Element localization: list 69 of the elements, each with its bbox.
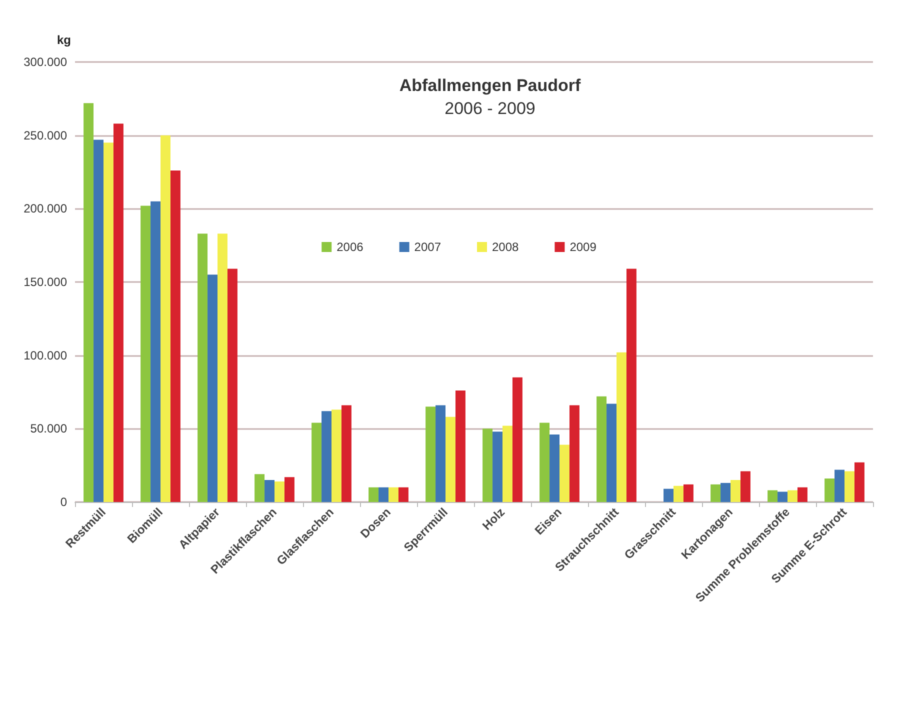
bar bbox=[854, 462, 864, 502]
bar bbox=[512, 377, 522, 502]
bar bbox=[284, 477, 294, 502]
y-tick-label: 0 bbox=[60, 495, 68, 509]
bar bbox=[674, 486, 684, 502]
y-tick-label: 200.000 bbox=[24, 202, 68, 216]
bar bbox=[492, 432, 502, 502]
bar bbox=[683, 484, 694, 502]
bar bbox=[426, 406, 436, 502]
bar bbox=[254, 474, 265, 502]
bar bbox=[94, 140, 104, 502]
bar bbox=[788, 490, 798, 502]
bar bbox=[160, 135, 170, 502]
bar bbox=[626, 268, 636, 502]
bar bbox=[104, 142, 114, 502]
bar bbox=[388, 487, 398, 502]
bar bbox=[664, 488, 674, 502]
bar bbox=[730, 480, 740, 502]
bar bbox=[596, 396, 607, 502]
bar bbox=[150, 201, 160, 502]
bar bbox=[208, 274, 218, 502]
bar bbox=[227, 268, 238, 502]
bar bbox=[502, 426, 512, 502]
bar bbox=[368, 487, 379, 502]
y-tick-label: 50.000 bbox=[30, 422, 68, 436]
bar bbox=[824, 478, 835, 502]
y-tick-label: 300.000 bbox=[24, 55, 68, 69]
bar bbox=[274, 481, 284, 502]
legend-label: 2008 bbox=[492, 240, 520, 254]
bar bbox=[312, 422, 322, 502]
bar bbox=[768, 490, 778, 502]
bar bbox=[264, 480, 274, 502]
bar bbox=[778, 492, 788, 502]
bar bbox=[710, 484, 721, 502]
bar bbox=[616, 352, 626, 502]
bar bbox=[540, 422, 550, 502]
bar bbox=[482, 428, 493, 502]
bar bbox=[378, 487, 388, 502]
legend-label: 2006 bbox=[336, 240, 364, 254]
bar bbox=[84, 103, 94, 502]
bar bbox=[797, 487, 808, 502]
bar bbox=[170, 170, 180, 502]
legend-label: 2009 bbox=[570, 240, 597, 254]
bar bbox=[569, 405, 580, 502]
y-tick-label: 150.000 bbox=[24, 275, 68, 289]
bar bbox=[436, 405, 446, 502]
y-tick-label: 250.000 bbox=[24, 128, 68, 142]
bar bbox=[113, 124, 124, 502]
bar bbox=[560, 444, 570, 502]
y-axis-title: kg bbox=[56, 33, 71, 47]
bar bbox=[834, 470, 844, 502]
bar bbox=[322, 411, 332, 502]
bar bbox=[398, 487, 408, 502]
legend-label: 2007 bbox=[414, 240, 442, 254]
bar bbox=[606, 404, 616, 502]
bar bbox=[720, 482, 730, 502]
bar bbox=[140, 206, 151, 502]
bar bbox=[218, 234, 228, 502]
bar bbox=[740, 471, 750, 502]
bar bbox=[341, 405, 352, 502]
bar bbox=[550, 434, 560, 502]
bar bbox=[446, 416, 456, 502]
bar bbox=[198, 234, 208, 502]
text: 2006 - 2009 bbox=[444, 99, 536, 118]
bar bbox=[455, 390, 466, 502]
bar bbox=[844, 471, 854, 502]
y-tick-label: 100.000 bbox=[24, 348, 68, 362]
bar bbox=[332, 410, 342, 502]
text: Abfallmengen Paudorf bbox=[399, 76, 582, 95]
